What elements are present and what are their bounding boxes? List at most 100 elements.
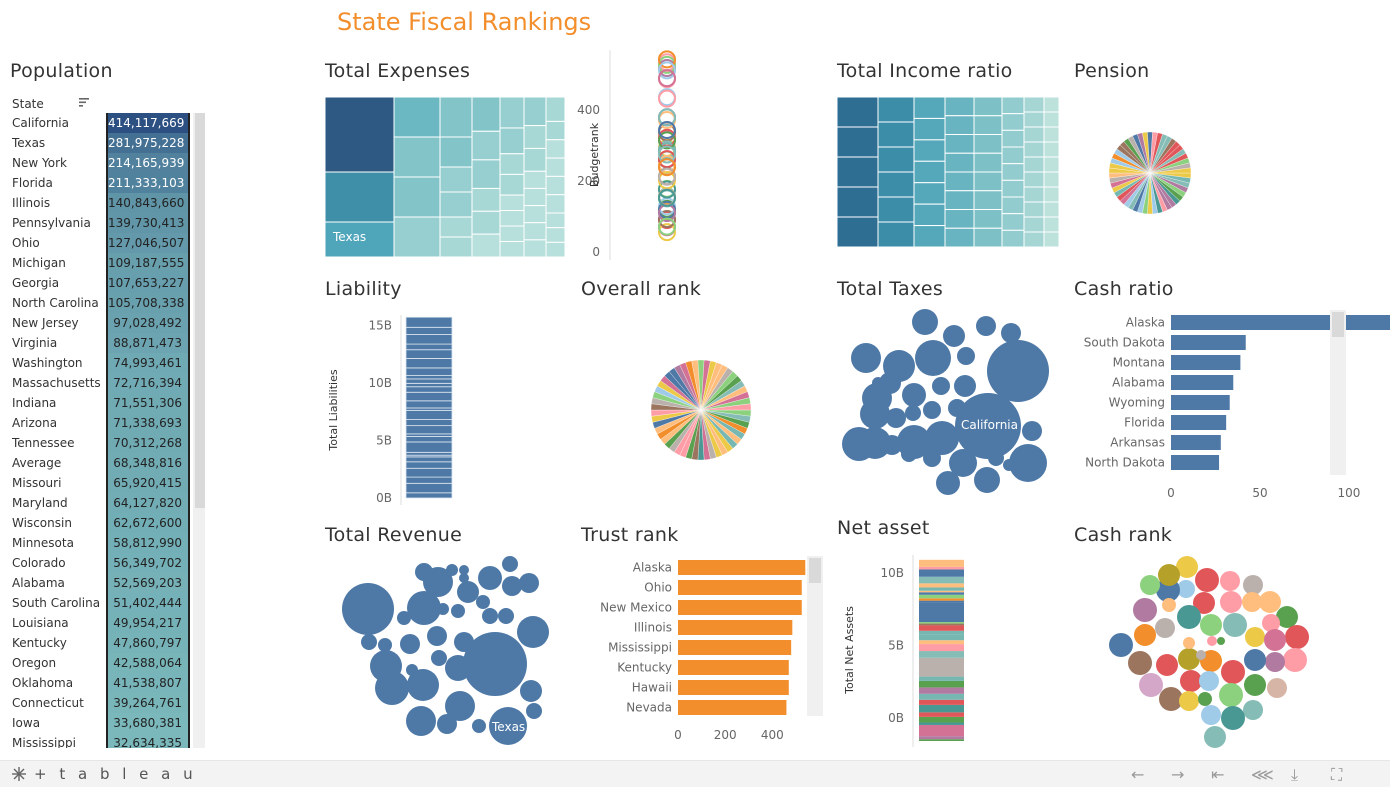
population-row-value[interactable]: 140,843,660 xyxy=(108,196,185,210)
tableau-brand[interactable]: + t a b l e a u xyxy=(34,765,197,783)
population-cell[interactable] xyxy=(106,253,190,273)
total-revenue-bubbles[interactable] xyxy=(340,556,552,746)
population-row-state[interactable]: Texas xyxy=(12,136,46,150)
population-cell[interactable] xyxy=(106,433,190,453)
population-cell[interactable] xyxy=(106,513,190,533)
population-cell[interactable] xyxy=(106,533,190,553)
population-row-state[interactable]: Iowa xyxy=(12,716,41,730)
population-row-state[interactable]: Maryland xyxy=(12,496,68,510)
population-row-state[interactable]: Georgia xyxy=(12,276,60,290)
population-row-value[interactable]: 211,333,103 xyxy=(108,176,185,190)
population-cell[interactable] xyxy=(106,553,190,573)
population-row-state[interactable]: Washington xyxy=(12,356,83,370)
redo-icon[interactable]: → xyxy=(1171,765,1185,784)
population-row-state[interactable]: Louisiana xyxy=(12,616,69,630)
population-cell[interactable] xyxy=(106,333,190,353)
population-row-state[interactable]: Florida xyxy=(12,176,53,190)
population-row-value[interactable]: 47,860,797 xyxy=(113,636,182,650)
fullscreen-icon[interactable]: ⛶ xyxy=(1331,765,1343,784)
population-cell[interactable] xyxy=(106,713,190,733)
total-income-ratio-treemap[interactable] xyxy=(836,96,1060,248)
population-cell[interactable] xyxy=(106,613,190,633)
population-scrollbar-thumb[interactable] xyxy=(195,113,205,508)
population-row-value[interactable]: 107,653,227 xyxy=(108,276,185,290)
cash-ratio-chart[interactable]: Alaska South Dakota Montana Alabama Wyoming F… xyxy=(1074,310,1390,505)
population-row-state[interactable]: Minnesota xyxy=(12,536,74,550)
population-row-value[interactable]: 58,812,990 xyxy=(113,536,182,550)
population-row-value[interactable]: 68,348,816 xyxy=(113,456,182,470)
population-cell[interactable] xyxy=(106,233,190,253)
population-cell[interactable] xyxy=(106,113,190,133)
population-row-state[interactable]: Mississippi xyxy=(12,736,76,748)
population-row-value[interactable]: 127,046,507 xyxy=(108,236,185,250)
total-expenses-treemap[interactable] xyxy=(324,96,566,258)
trust-rank-chart[interactable]: Alaska Ohio New Mexico Illinois Mississippi K… xyxy=(581,556,826,746)
population-row-state[interactable]: Wisconsin xyxy=(12,516,72,530)
population-cell[interactable] xyxy=(106,593,190,613)
cash-rank-bubbles[interactable] xyxy=(1105,555,1315,750)
population-cell[interactable] xyxy=(106,293,190,313)
population-cell[interactable] xyxy=(106,693,190,713)
population-cell[interactable] xyxy=(106,273,190,293)
population-row-value[interactable]: 52,569,203 xyxy=(113,576,182,590)
population-row-state[interactable]: California xyxy=(12,116,69,130)
population-cell[interactable] xyxy=(106,673,190,693)
population-row-state[interactable]: Kentucky xyxy=(12,636,67,650)
population-row-value[interactable]: 49,954,217 xyxy=(113,616,182,630)
population-row-state[interactable]: Indiana xyxy=(12,396,57,410)
population-row-value[interactable]: 109,187,555 xyxy=(108,256,185,270)
population-row-value[interactable]: 33,680,381 xyxy=(113,716,182,730)
population-row-state[interactable]: Colorado xyxy=(12,556,66,570)
population-cell[interactable] xyxy=(106,193,190,213)
population-row-value[interactable]: 42,588,064 xyxy=(113,656,182,670)
population-row-value[interactable]: 97,028,492 xyxy=(113,316,182,330)
population-cell[interactable] xyxy=(106,393,190,413)
download-icon[interactable]: ⤓ xyxy=(1291,765,1299,784)
population-row-value[interactable]: 62,672,600 xyxy=(113,516,182,530)
population-scrollbar-track[interactable] xyxy=(193,113,205,748)
population-row-value[interactable]: 41,538,807 xyxy=(113,676,182,690)
population-cell[interactable] xyxy=(106,493,190,513)
population-row-value[interactable]: 214,165,939 xyxy=(108,156,185,170)
population-cell[interactable] xyxy=(106,373,190,393)
population-row-value[interactable]: 56,349,702 xyxy=(113,556,182,570)
population-row-state[interactable]: Michigan xyxy=(12,256,66,270)
population-row-value[interactable]: 281,975,228 xyxy=(108,136,185,150)
population-row-value[interactable]: 74,993,461 xyxy=(113,356,182,370)
population-row-state[interactable]: New Jersey xyxy=(12,316,79,330)
population-row-state[interactable]: Alabama xyxy=(12,576,65,590)
population-row-state[interactable]: Tennessee xyxy=(12,436,75,450)
population-cell[interactable] xyxy=(106,313,190,333)
population-cell[interactable] xyxy=(106,133,190,153)
population-row-state[interactable]: Arizona xyxy=(12,416,58,430)
pension-pie[interactable] xyxy=(1108,131,1192,215)
population-row-state[interactable]: Pennsylvania xyxy=(12,216,91,230)
population-cell[interactable] xyxy=(106,633,190,653)
population-cell[interactable] xyxy=(106,453,190,473)
population-row-state[interactable]: Ohio xyxy=(12,236,40,250)
budgetrank-chart[interactable]: 0 200 400 Budgetrank xyxy=(577,50,710,265)
net-asset-chart[interactable]: Total Net Assets 0B 5B 10B xyxy=(837,555,972,750)
population-cell[interactable] xyxy=(106,573,190,593)
overall-rank-pie[interactable] xyxy=(650,359,752,461)
state-column-header[interactable]: State xyxy=(12,97,44,111)
revert-icon[interactable]: ⇤ xyxy=(1211,765,1225,784)
population-row-value[interactable]: 64,127,820 xyxy=(113,496,182,510)
population-row-state[interactable]: Connecticut xyxy=(12,696,84,710)
population-row-value[interactable]: 139,730,413 xyxy=(108,216,185,230)
population-row-state[interactable]: Oklahoma xyxy=(12,676,74,690)
population-row-value[interactable]: 414,117,669 xyxy=(108,116,185,130)
total-taxes-bubbles[interactable] xyxy=(838,308,1058,503)
population-cell[interactable] xyxy=(106,353,190,373)
population-row-value[interactable]: 72,716,394 xyxy=(113,376,182,390)
population-row-value[interactable]: 65,920,415 xyxy=(113,476,182,490)
population-row-state[interactable]: North Carolina xyxy=(12,296,99,310)
population-row-value[interactable]: 51,402,444 xyxy=(113,596,182,610)
population-cell[interactable] xyxy=(106,733,190,748)
population-row-state[interactable]: South Carolina xyxy=(12,596,101,610)
population-row-value[interactable]: 71,338,693 xyxy=(113,416,182,430)
population-cell[interactable] xyxy=(106,653,190,673)
population-row-state[interactable]: Oregon xyxy=(12,656,57,670)
sort-icon[interactable] xyxy=(78,96,90,111)
population-cell[interactable] xyxy=(106,173,190,193)
